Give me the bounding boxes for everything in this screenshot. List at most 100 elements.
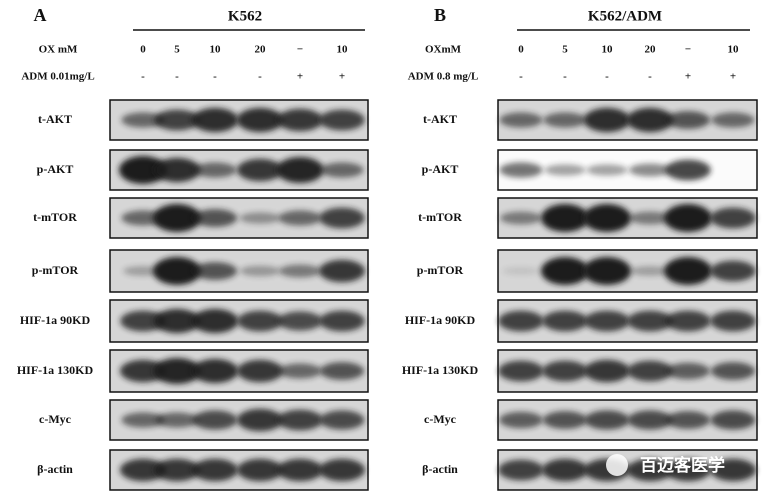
band [319, 362, 365, 380]
condition-value: 10 [210, 44, 222, 56]
condition-value: − [685, 44, 691, 56]
band [583, 107, 631, 133]
band [542, 411, 588, 429]
band [320, 162, 364, 178]
condition-value: - [258, 71, 262, 83]
condition-value: 0 [518, 44, 524, 56]
band [191, 458, 239, 482]
band [276, 156, 324, 184]
blot-label: HIF-1a 130KD [402, 363, 479, 377]
band [664, 204, 712, 232]
band [192, 209, 238, 227]
band [153, 357, 201, 385]
condition-value: - [648, 71, 652, 83]
panel: A K562 OX mM 0 5 10 20 − 10 ADM 0.01mg/L - - - - + + t-A… [17, 5, 369, 491]
band [153, 157, 201, 183]
band [665, 111, 711, 129]
band [154, 109, 200, 131]
blot-label: c-Myc [424, 412, 457, 426]
band [121, 112, 165, 128]
band [276, 108, 324, 132]
band [318, 458, 366, 482]
band [498, 360, 544, 382]
condition-label: ADM 0.01mg/L [21, 71, 94, 83]
panel-title: K562/ADM [588, 8, 662, 24]
band [583, 204, 631, 232]
band [120, 310, 166, 332]
band [500, 211, 542, 225]
band [237, 310, 283, 332]
blot-label: c-Myc [39, 412, 72, 426]
band [627, 410, 673, 430]
band [710, 410, 756, 430]
condition-value: + [685, 71, 691, 83]
blot-label: t-AKT [423, 112, 457, 126]
panel-title: K562 [228, 8, 262, 24]
condition-value: 5 [562, 44, 568, 56]
blot-label: HIF-1a 90KD [405, 313, 476, 327]
blot-label: β-actin [422, 462, 458, 476]
band [193, 162, 237, 178]
band [541, 458, 589, 482]
band [236, 408, 284, 432]
blot-label: β-actin [37, 462, 73, 476]
condition-value: - [563, 71, 567, 83]
condition-value: - [605, 71, 609, 83]
watermark: 百迈客医学 [606, 454, 725, 476]
condition-value: + [297, 71, 303, 83]
condition-value: 10 [337, 44, 349, 56]
condition-value: 10 [602, 44, 614, 56]
band [318, 259, 366, 283]
band [710, 362, 756, 380]
band [236, 458, 284, 482]
band [499, 411, 543, 429]
band [119, 359, 167, 383]
band [498, 459, 544, 481]
band [665, 159, 711, 181]
band [664, 458, 712, 482]
band [278, 363, 322, 379]
band [239, 265, 281, 277]
band [236, 359, 284, 383]
condition-value: 5 [174, 44, 180, 56]
blot-label: t-AKT [38, 112, 72, 126]
blot-label: p-mTOR [32, 263, 79, 277]
band [502, 266, 540, 276]
band [541, 257, 589, 285]
band [543, 112, 587, 128]
band [630, 266, 670, 276]
band [192, 262, 238, 280]
band [153, 257, 201, 285]
band [710, 207, 756, 229]
band [191, 308, 239, 334]
blot-label: HIF-1a 90KD [20, 313, 91, 327]
condition-label: OX mM [39, 44, 78, 56]
band [499, 162, 543, 178]
condition-value: − [297, 44, 303, 56]
band [542, 310, 588, 332]
panel: B K562/ADM OXmM 0 5 10 20 − 10 ADM 0.8 mg/L - - - - + +… [402, 5, 758, 491]
watermark-icon [606, 454, 628, 476]
band [627, 360, 673, 382]
band [277, 409, 323, 431]
band [626, 107, 674, 133]
band [239, 212, 281, 224]
condition-value: 10 [728, 44, 740, 56]
blot-label: p-AKT [422, 162, 459, 176]
blot-label: HIF-1a 130KD [17, 363, 94, 377]
band [121, 412, 165, 428]
panel-letter: A [34, 5, 47, 25]
band [664, 257, 712, 285]
band [155, 412, 199, 428]
condition-value: - [141, 71, 145, 83]
condition-label: ADM 0.8 mg/L [408, 71, 479, 83]
band [710, 260, 756, 282]
band [192, 410, 238, 430]
condition-value: - [213, 71, 217, 83]
band [319, 207, 365, 229]
band [584, 310, 630, 332]
band [153, 308, 201, 334]
condition-value: 0 [140, 44, 146, 56]
condition-value: - [519, 71, 523, 83]
band [236, 107, 284, 133]
